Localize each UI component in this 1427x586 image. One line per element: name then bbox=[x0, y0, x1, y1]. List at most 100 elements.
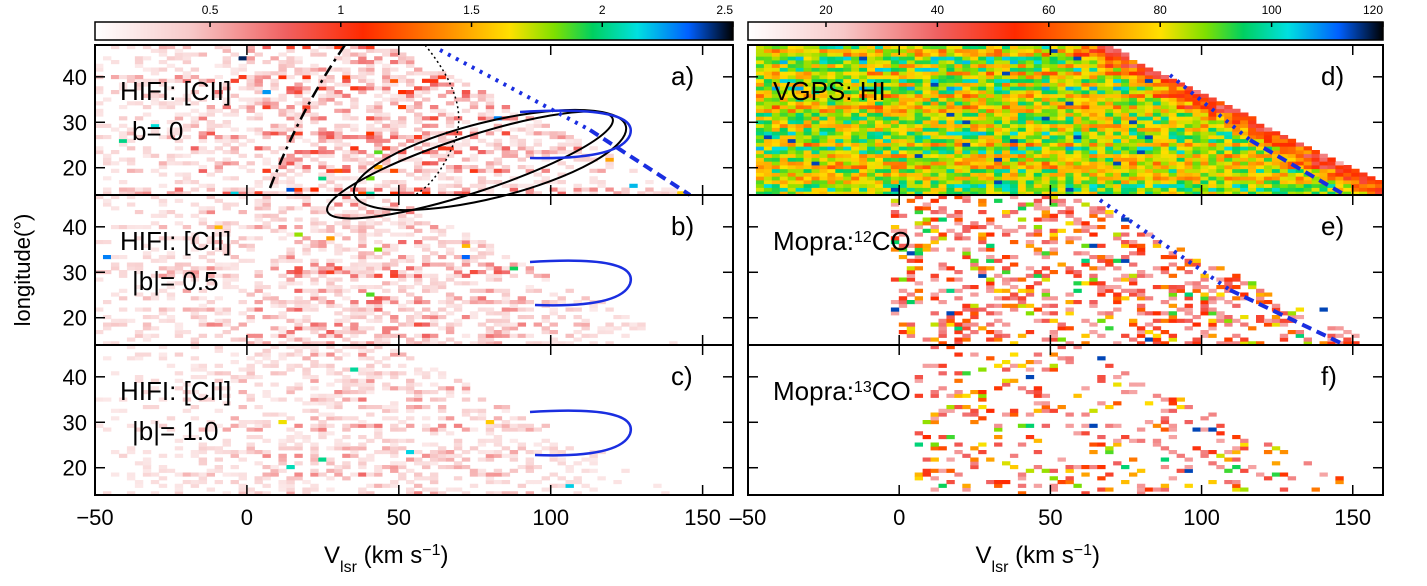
heatmap-cell bbox=[1105, 83, 1113, 87]
heatmap-cell bbox=[119, 319, 127, 323]
heatmap-cell bbox=[954, 139, 962, 143]
heatmap-cell bbox=[978, 101, 986, 105]
heatmap-cell bbox=[1161, 120, 1169, 124]
heatmap-cell bbox=[390, 128, 398, 132]
heatmap-cell bbox=[1208, 120, 1216, 124]
heatmap-cell bbox=[796, 64, 804, 68]
heatmap-cell bbox=[1066, 154, 1074, 158]
heatmap-cell bbox=[1042, 68, 1050, 72]
heatmap-cell bbox=[382, 248, 390, 252]
heatmap-cell bbox=[1280, 150, 1288, 154]
heatmap-cell bbox=[1129, 158, 1137, 162]
heatmap-cell bbox=[954, 135, 962, 139]
heatmap-cell bbox=[1200, 120, 1208, 124]
heatmap-cell bbox=[302, 338, 310, 342]
heatmap-cell bbox=[1312, 154, 1320, 158]
heatmap-cell bbox=[788, 173, 796, 177]
heatmap-cell bbox=[891, 75, 899, 79]
heatmap-cell bbox=[1121, 139, 1129, 143]
heatmap-cell bbox=[804, 169, 812, 173]
heatmap-cell bbox=[422, 416, 430, 420]
heatmap-cell bbox=[486, 330, 494, 334]
heatmap-cell bbox=[1208, 173, 1216, 177]
heatmap-cell bbox=[510, 184, 518, 188]
heatmap-cell bbox=[827, 161, 835, 165]
heatmap-cell bbox=[970, 53, 978, 57]
heatmap-cell bbox=[334, 143, 342, 147]
heatmap-cell bbox=[310, 398, 318, 402]
heatmap-cell bbox=[199, 296, 207, 300]
heatmap-cell bbox=[430, 450, 438, 454]
heatmap-cell bbox=[358, 488, 366, 492]
heatmap-cell bbox=[1280, 176, 1288, 180]
heatmap-cell bbox=[915, 143, 923, 147]
heatmap-cell bbox=[780, 176, 788, 180]
heatmap-cell bbox=[486, 338, 494, 342]
heatmap-cell bbox=[127, 319, 135, 323]
heatmap-cell bbox=[1050, 94, 1058, 98]
heatmap-cell bbox=[756, 184, 764, 188]
heatmap-cell bbox=[1224, 184, 1232, 188]
heatmap-cell bbox=[374, 210, 382, 214]
heatmap-cell bbox=[454, 281, 462, 285]
heatmap-cell bbox=[191, 311, 199, 315]
heatmap-cell bbox=[534, 180, 542, 184]
heatmap-cell bbox=[231, 135, 239, 139]
heatmap-cell bbox=[1034, 113, 1042, 117]
heatmap-cell bbox=[310, 394, 318, 398]
heatmap-cell bbox=[851, 60, 859, 64]
heatmap-cell bbox=[422, 86, 430, 90]
heatmap-cell bbox=[286, 248, 294, 252]
heatmap-cell bbox=[430, 473, 438, 477]
heatmap-cell bbox=[875, 143, 883, 147]
heatmap-cell bbox=[438, 281, 446, 285]
heatmap-cell bbox=[875, 53, 883, 57]
heatmap-cell bbox=[931, 109, 939, 113]
heatmap-cell bbox=[294, 184, 302, 188]
heatmap-cell bbox=[851, 176, 859, 180]
heatmap-cell bbox=[1161, 90, 1169, 94]
heatmap-cell bbox=[95, 109, 103, 113]
heatmap-cell bbox=[931, 64, 939, 68]
heatmap-cell bbox=[111, 90, 119, 94]
heatmap-cell bbox=[931, 105, 939, 109]
heatmap-cell bbox=[1224, 161, 1232, 165]
heatmap-cell bbox=[366, 285, 374, 289]
heatmap-cell bbox=[318, 431, 326, 435]
heatmap-cell bbox=[310, 101, 318, 105]
heatmap-cell bbox=[1097, 53, 1105, 57]
heatmap-cell bbox=[867, 143, 875, 147]
heatmap-cell bbox=[1058, 124, 1066, 128]
heatmap-cell bbox=[970, 75, 978, 79]
heatmap-cell bbox=[1042, 83, 1050, 87]
heatmap-cell bbox=[294, 431, 302, 435]
heatmap-cell bbox=[270, 315, 278, 319]
heatmap-cell bbox=[199, 165, 207, 169]
heatmap-cell bbox=[780, 116, 788, 120]
heatmap-cell bbox=[923, 94, 931, 98]
heatmap-cell bbox=[422, 236, 430, 240]
heatmap-cell bbox=[223, 124, 231, 128]
heatmap-cell bbox=[414, 221, 422, 225]
heatmap-cell bbox=[1256, 161, 1264, 165]
heatmap-cell bbox=[1073, 154, 1081, 158]
heatmap-cell bbox=[1264, 158, 1272, 162]
heatmap-cell bbox=[875, 154, 883, 158]
heatmap-cell bbox=[175, 353, 183, 357]
heatmap-cell bbox=[414, 405, 422, 409]
heatmap-cell bbox=[1018, 71, 1026, 75]
heatmap-cell bbox=[199, 364, 207, 368]
heatmap-cell bbox=[478, 469, 486, 473]
heatmap-cell bbox=[1018, 105, 1026, 109]
heatmap-cell bbox=[574, 143, 582, 147]
heatmap-cell bbox=[1034, 86, 1042, 90]
heatmap-cell bbox=[1002, 139, 1010, 143]
heatmap-cell bbox=[350, 304, 358, 308]
heatmap-cell bbox=[1058, 105, 1066, 109]
heatmap-cell bbox=[119, 135, 127, 139]
heatmap-cell bbox=[1177, 120, 1185, 124]
heatmap-cell bbox=[1161, 83, 1169, 87]
heatmap-cell bbox=[310, 454, 318, 458]
heatmap-cell bbox=[1121, 56, 1129, 60]
heatmap-cell bbox=[946, 154, 954, 158]
